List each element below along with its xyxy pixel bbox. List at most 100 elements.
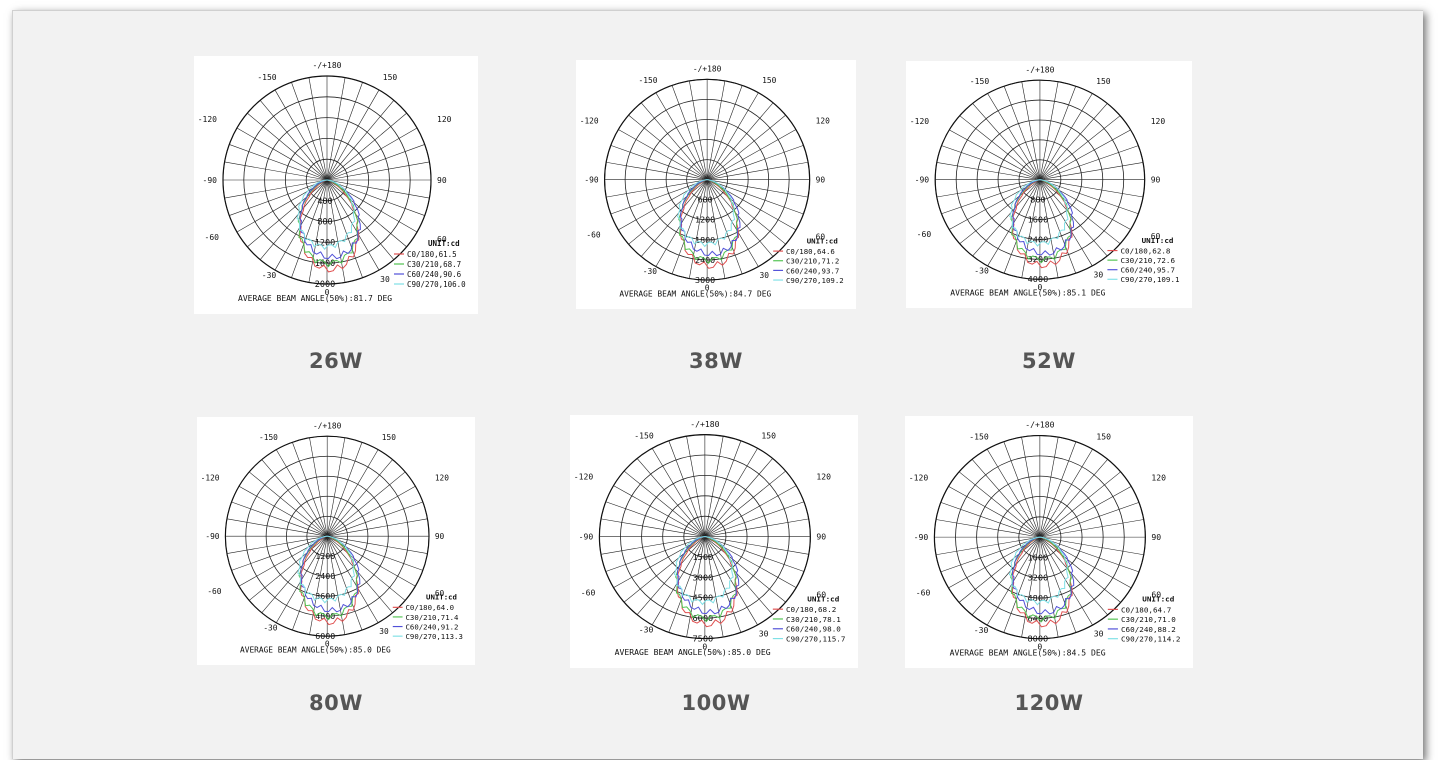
polar-spoke: [1039, 81, 1059, 180]
legend-entry: C30/210,71.2: [786, 257, 839, 266]
radial-tick-label: 1500: [692, 552, 713, 562]
polar-spoke: [668, 440, 706, 537]
polar-spoke: [327, 471, 406, 537]
polar-angle-label: 90: [1151, 533, 1161, 542]
polar-spoke: [249, 471, 328, 537]
polar-spoke: [704, 436, 724, 537]
series-curve: [678, 179, 739, 265]
polar-spoke: [1039, 536, 1132, 589]
polar-angle-label: -/+180: [1025, 66, 1054, 75]
polar-spoke: [326, 179, 380, 271]
unit-label: UNIT:cd: [807, 236, 838, 245]
polar-spoke: [704, 536, 758, 626]
polar-angle-label: -60: [916, 589, 931, 598]
polar-angle-label: -90: [584, 176, 599, 185]
polar-spoke: [606, 179, 708, 198]
polar-spoke: [618, 129, 708, 180]
polar-spoke: [326, 144, 425, 181]
polar-spoke: [704, 536, 805, 572]
polar-spoke: [1039, 486, 1132, 538]
polar-spoke: [623, 536, 706, 603]
series-curve: [298, 535, 359, 621]
polar-spoke: [600, 536, 705, 555]
polar-spoke: [610, 145, 708, 180]
polar-spoke: [935, 519, 1040, 538]
series-curve: [1011, 536, 1073, 628]
polar-spoke: [326, 179, 346, 283]
polar-spoke: [326, 536, 363, 631]
polar-angle-label: 120: [1151, 117, 1166, 126]
polar-spoke: [292, 442, 328, 537]
polar-angle-label: 150: [1096, 433, 1111, 442]
polar-angle-label: 150: [383, 73, 398, 82]
polar-spoke: [972, 103, 1041, 180]
radial-tick-label: 800: [317, 218, 332, 228]
polar-spoke: [326, 112, 407, 181]
polar-angle-label: -30: [639, 626, 654, 635]
polar-angle-label: 90: [1151, 176, 1161, 185]
polar-spoke: [613, 485, 706, 537]
polar-angle-label: -120: [580, 117, 599, 126]
polar-angle-label: -90: [205, 532, 219, 541]
polar-spoke: [941, 179, 1041, 215]
polar-chart-38w: -/+180 0 -150 150 -120 120 -90 90 -60 60 -30 30 600 1…: [580, 65, 844, 299]
polar-spoke: [671, 85, 708, 180]
polar-spoke: [326, 459, 393, 537]
polar-spoke: [940, 536, 1040, 573]
polar-spoke: [704, 518, 809, 537]
polar-spoke: [704, 448, 758, 537]
radial-tick-label: 1200: [315, 551, 335, 561]
polar-spoke: [623, 470, 706, 537]
series-curve: [1010, 179, 1072, 264]
series-curve: [675, 536, 737, 623]
beam-angle-text: AVERAGE BEAM ANGLE(50%):85.0 DEG: [615, 648, 771, 657]
polar-spoke: [704, 458, 773, 537]
polar-spoke: [1039, 536, 1108, 616]
polar-spoke: [948, 486, 1041, 538]
polar-spoke: [959, 179, 1041, 244]
polar-spoke: [706, 85, 743, 180]
polar-angle-label: -/+180: [313, 422, 342, 431]
polar-spoke: [936, 179, 1040, 198]
polar-angle-label: -150: [638, 76, 657, 85]
polar-spoke: [247, 179, 328, 248]
polar-spoke: [671, 179, 708, 275]
polar-angle-label: -60: [205, 233, 220, 242]
polar-spoke: [651, 448, 706, 537]
polar-spoke: [1039, 441, 1077, 538]
polar-spoke: [309, 437, 328, 537]
polar-angle-label: 0: [325, 640, 330, 649]
legend-entry: C0/180,64.0: [406, 603, 455, 612]
series-curve: [1012, 179, 1073, 269]
polar-angle-label: 90: [437, 176, 447, 185]
polar-angle-label: 0: [1038, 283, 1043, 292]
legend-entry: C0/180,62.8: [1121, 247, 1171, 256]
polar-spoke: [986, 448, 1041, 538]
polar-spoke: [327, 518, 428, 537]
polar-spoke: [327, 535, 406, 601]
polar-spoke: [1039, 86, 1077, 180]
polar-spoke: [291, 82, 328, 181]
polar-angle-label: -/+180: [1025, 421, 1054, 430]
polar-angle-label: 60: [1151, 232, 1161, 241]
radial-tick-label: 2000: [315, 280, 335, 290]
polar-angle-label: -60: [586, 231, 601, 240]
polar-spoke: [605, 501, 705, 537]
polar-spoke: [229, 179, 328, 216]
beam-angle-text: AVERAGE BEAM ANGLE(50%):84.5 DEG: [950, 648, 1106, 657]
legend-entry: C60/240,93.7: [786, 266, 839, 275]
series-curve: [1010, 536, 1072, 623]
polar-spoke: [326, 449, 379, 537]
series-curve: [679, 179, 739, 269]
polar-spoke: [1039, 93, 1093, 180]
polar-spoke: [706, 114, 786, 180]
legend-entry: C90/270,113.3: [406, 632, 463, 641]
legend-entry: C0/180,68.2: [786, 605, 836, 614]
radial-tick-label: 8000: [1027, 634, 1048, 644]
polar-angle-label: 120: [816, 473, 831, 482]
polar-spoke: [706, 102, 774, 180]
polar-spoke: [704, 485, 797, 537]
legend-entry: C0/180,64.7: [1121, 605, 1171, 614]
polar-chart-100w: -/+180 0 -150 150 -120 120 -90 90 -60 60 -30 30 1500…: [574, 420, 846, 657]
polar-spoke: [605, 536, 705, 572]
